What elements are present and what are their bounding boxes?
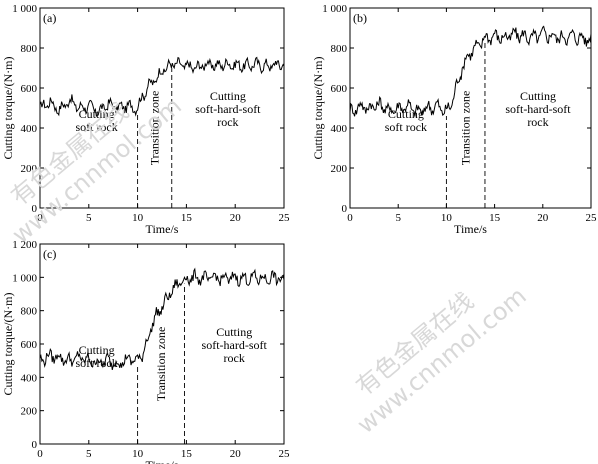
chart-panel-c: 0 5 10 15 20 25 0 200 400 600 800 1 000 1 200 Time/s C… [1, 239, 290, 464]
region-label-soft-hard-soft-rock: rock [224, 351, 245, 365]
y-tick-label: 600 [21, 83, 38, 95]
x-tick-label: 20 [537, 212, 549, 224]
panel-tag: (a) [43, 11, 56, 25]
x-tick-label: 10 [441, 212, 453, 224]
region-label-soft-rock: Cutting [79, 343, 115, 357]
x-tick-label: 15 [489, 212, 501, 224]
y-axis-title: Cutting torque/(N·m) [1, 57, 15, 160]
x-tick-label: 15 [181, 212, 193, 224]
y-tick-label: 0 [32, 203, 38, 215]
region-label-soft-hard-soft-rock: Cutting [216, 325, 252, 339]
y-tick-label: 400 [21, 123, 38, 135]
x-tick-label: 25 [279, 212, 291, 224]
y-tick-label: 400 [21, 372, 38, 384]
region-label-soft-hard-soft-rock: Cutting [210, 89, 246, 103]
x-tick-label: 10 [132, 448, 144, 460]
y-axis-title: Cutting torque/(N·m) [1, 293, 15, 396]
y-tick-label: 0 [342, 203, 348, 215]
region-label-soft-hard-soft-rock: soft-hard-soft [505, 102, 571, 116]
y-tick-label: 800 [21, 306, 38, 318]
y-tick-label: 200 [21, 163, 38, 175]
region-label-soft-rock: Cutting [79, 107, 115, 121]
region-label-soft-hard-soft-rock: rock [527, 115, 548, 129]
y-tick-label: 1 200 [12, 239, 37, 251]
y-tick-label: 600 [21, 339, 38, 351]
region-label-transition-zone: Transition zone [154, 327, 168, 402]
chart-panel-a: 0 5 10 15 20 25 0 200 400 600 800 1 000 Time/s Cuttin… [1, 3, 290, 236]
region-label-soft-rock: soft rock [75, 120, 117, 134]
x-tick-label: 5 [395, 212, 401, 224]
region-label-soft-hard-soft-rock: soft-hard-soft [202, 338, 268, 352]
torque-series-line [39, 267, 285, 371]
x-axis-title: Time/s [146, 222, 179, 236]
x-tick-label: 0 [347, 212, 353, 224]
region-label-transition-zone: Transition zone [459, 91, 473, 166]
y-tick-label: 800 [21, 43, 38, 55]
x-tick-label: 15 [181, 448, 193, 460]
y-tick-label: 400 [331, 123, 348, 135]
x-tick-label: 10 [132, 212, 144, 224]
region-label-soft-hard-soft-rock: soft-hard-soft [195, 102, 261, 116]
x-tick-label: 0 [37, 448, 43, 460]
x-tick-label: 25 [586, 212, 598, 224]
torque-series-line [349, 25, 592, 117]
y-axis-title: Cutting torque/(N·m) [311, 57, 325, 160]
y-tick-label: 1 000 [12, 272, 37, 284]
region-label-transition-zone: Transition zone [148, 91, 162, 166]
torque-series-line [39, 56, 285, 117]
plot-frame [39, 7, 285, 209]
x-tick-label: 25 [279, 448, 291, 460]
x-tick-label: 5 [86, 212, 92, 224]
x-axis-title: Time/s [454, 222, 487, 236]
panel-tag: (b) [353, 11, 367, 25]
x-tick-label: 20 [230, 212, 242, 224]
y-tick-label: 200 [21, 406, 38, 418]
region-label-soft-rock: Cutting [388, 107, 424, 121]
x-tick-label: 20 [230, 448, 242, 460]
chart-panel-b: 0 5 10 15 20 25 0 200 400 600 800 1 000 Time/s Cuttin… [311, 3, 597, 236]
y-tick-label: 0 [32, 439, 38, 451]
x-tick-label: 0 [37, 212, 43, 224]
y-tick-label: 600 [331, 83, 348, 95]
region-label-soft-hard-soft-rock: Cutting [520, 89, 556, 103]
region-label-soft-rock: soft rock [75, 356, 117, 370]
panel-tag: (c) [43, 247, 56, 261]
y-tick-label: 200 [331, 163, 348, 175]
x-tick-label: 5 [86, 448, 92, 460]
y-tick-label: 800 [331, 43, 348, 55]
region-label-soft-hard-soft-rock: rock [217, 115, 238, 129]
x-axis-title: Time/s [146, 458, 179, 464]
y-tick-label: 1 000 [322, 3, 347, 15]
region-label-soft-rock: soft rock [385, 120, 427, 134]
y-tick-label: 1 000 [12, 3, 37, 15]
